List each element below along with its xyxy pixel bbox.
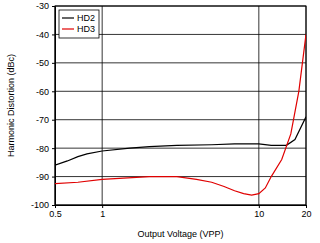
y-tick: -100: [31, 200, 55, 210]
grid-line-y: [55, 119, 306, 120]
x-axis: 0.5 1 10 20: [49, 205, 311, 219]
y-tick-label: -80: [36, 144, 49, 154]
y-tick: -90: [36, 172, 55, 182]
y-tick-label: -40: [36, 30, 49, 40]
y-axis-title: Harmonic Distortion (dBc): [6, 54, 16, 157]
x-tick: 1: [100, 205, 105, 219]
grid: [55, 6, 306, 205]
grid-line-y: [55, 62, 306, 63]
legend-label: HD3: [77, 24, 95, 34]
y-tick: -40: [36, 30, 55, 40]
x-tick-label: 10: [254, 209, 264, 219]
y-tick: -30: [36, 1, 55, 11]
legend-swatch: [62, 17, 74, 18]
y-tick-label: -30: [36, 1, 49, 11]
y-tick-label: -90: [36, 172, 49, 182]
y-tick: -80: [36, 144, 55, 154]
y-tick: -70: [36, 115, 55, 125]
legend: HD2HD3: [59, 10, 99, 38]
plot-frame: [55, 6, 306, 205]
legend-box: [59, 10, 99, 38]
x-tick-label: 0.5: [49, 209, 62, 219]
x-tick: 0.5: [49, 205, 62, 219]
y-tick-label: -50: [36, 58, 49, 68]
x-axis-title: Output Voltage (VPP): [137, 229, 223, 239]
series-line: [55, 117, 306, 165]
plot: 0.5 1 10 20 -100 -90 -80 -70 -60 -50 -40 -30 HD2HD3: [31, 1, 312, 219]
y-axis: -100 -90 -80 -70 -60 -50 -40 -30: [31, 1, 56, 210]
y-tick-label: -70: [36, 115, 49, 125]
grid-line-x: [258, 6, 259, 205]
y-tick-label: -60: [36, 87, 49, 97]
grid-line-x: [102, 6, 103, 205]
chart: 0.5 1 10 20 -100 -90 -80 -70 -60 -50 -40 -30 HD2HD3 O…: [0, 0, 320, 243]
x-tick-label: 1: [100, 209, 105, 219]
series-group: [55, 34, 306, 195]
series-line: [55, 34, 306, 195]
x-tick-label: 20: [301, 209, 311, 219]
grid-line-y: [55, 91, 306, 92]
x-tick: 10: [254, 205, 264, 219]
y-tick-label: -100: [31, 200, 49, 210]
legend-label: HD2: [77, 13, 95, 23]
y-tick: -50: [36, 58, 55, 68]
x-tick: 20: [301, 205, 311, 219]
legend-swatch: [62, 28, 74, 29]
y-tick: -60: [36, 87, 55, 97]
grid-line-y: [55, 148, 306, 149]
